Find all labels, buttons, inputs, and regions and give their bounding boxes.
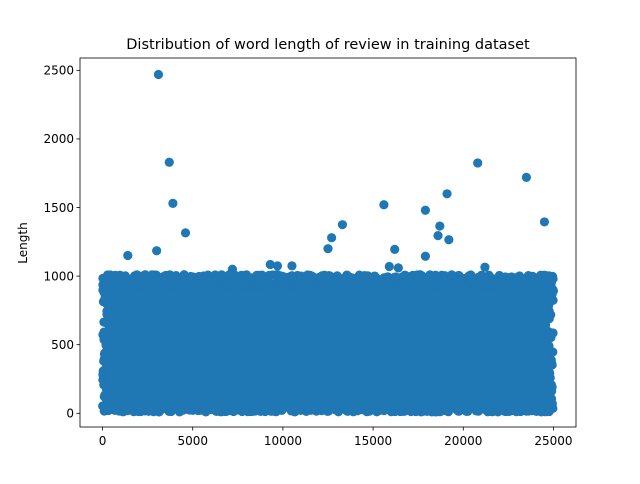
- scatter-point: [106, 276, 116, 286]
- scatter-point: [135, 406, 145, 416]
- scatter-point: [543, 278, 554, 288]
- scatter-point: [198, 271, 209, 281]
- scatter-point: [463, 406, 473, 416]
- scatter-point: [529, 275, 539, 285]
- scatter-point: [196, 405, 206, 415]
- scatter-point: [548, 328, 558, 338]
- scatter-point: [244, 274, 254, 284]
- scatter-point: [423, 275, 433, 285]
- scatter-point: [521, 406, 531, 416]
- scatter-point: [379, 406, 389, 416]
- scatter-point: [318, 280, 328, 290]
- scatter-point: [504, 278, 514, 288]
- scatter-point: [372, 407, 382, 417]
- scatter-point: [140, 270, 150, 280]
- scatter-point: [429, 406, 439, 416]
- scatter-point: [98, 330, 108, 340]
- scatter-point: [231, 277, 241, 287]
- scatter-point: [287, 271, 297, 281]
- scatter-point: [263, 279, 273, 289]
- scatter-point: [256, 278, 266, 288]
- scatter-point: [497, 275, 507, 286]
- scatter-point: [244, 406, 255, 416]
- scatter-point: [512, 275, 522, 286]
- scatter-point: [484, 277, 495, 288]
- scatter-point: [476, 279, 486, 290]
- scatter-point: [120, 273, 130, 283]
- scatter-point: [268, 406, 278, 416]
- scatter-point: [345, 273, 356, 283]
- scatter-point: [311, 406, 321, 416]
- scatter-point: [113, 271, 123, 281]
- scatter-point: [367, 278, 377, 288]
- scatter-point: [319, 270, 330, 280]
- scatter-point: [169, 278, 180, 289]
- scatter-points-bulk: [98, 270, 559, 417]
